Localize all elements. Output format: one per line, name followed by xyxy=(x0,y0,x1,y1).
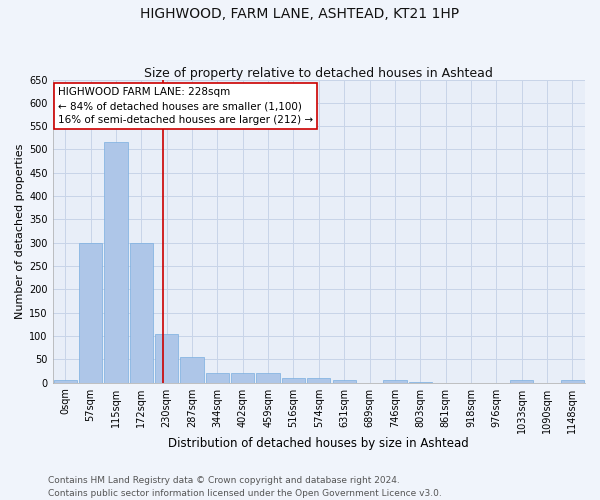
Bar xyxy=(256,374,280,382)
Bar xyxy=(307,378,331,382)
Bar xyxy=(79,243,103,382)
Bar xyxy=(104,142,128,382)
Text: HIGHWOOD FARM LANE: 228sqm
← 84% of detached houses are smaller (1,100)
16% of s: HIGHWOOD FARM LANE: 228sqm ← 84% of deta… xyxy=(58,87,313,125)
Bar xyxy=(332,380,356,382)
Bar xyxy=(155,334,178,382)
Bar xyxy=(231,374,254,382)
Bar xyxy=(206,374,229,382)
Bar xyxy=(560,380,584,382)
Y-axis label: Number of detached properties: Number of detached properties xyxy=(15,144,25,319)
Bar xyxy=(53,380,77,382)
Bar xyxy=(383,380,407,382)
Bar xyxy=(510,380,533,382)
Bar xyxy=(130,243,153,382)
X-axis label: Distribution of detached houses by size in Ashtead: Distribution of detached houses by size … xyxy=(169,437,469,450)
Text: HIGHWOOD, FARM LANE, ASHTEAD, KT21 1HP: HIGHWOOD, FARM LANE, ASHTEAD, KT21 1HP xyxy=(140,8,460,22)
Title: Size of property relative to detached houses in Ashtead: Size of property relative to detached ho… xyxy=(145,66,493,80)
Bar xyxy=(282,378,305,382)
Bar xyxy=(181,357,204,382)
Text: Contains HM Land Registry data © Crown copyright and database right 2024.
Contai: Contains HM Land Registry data © Crown c… xyxy=(48,476,442,498)
